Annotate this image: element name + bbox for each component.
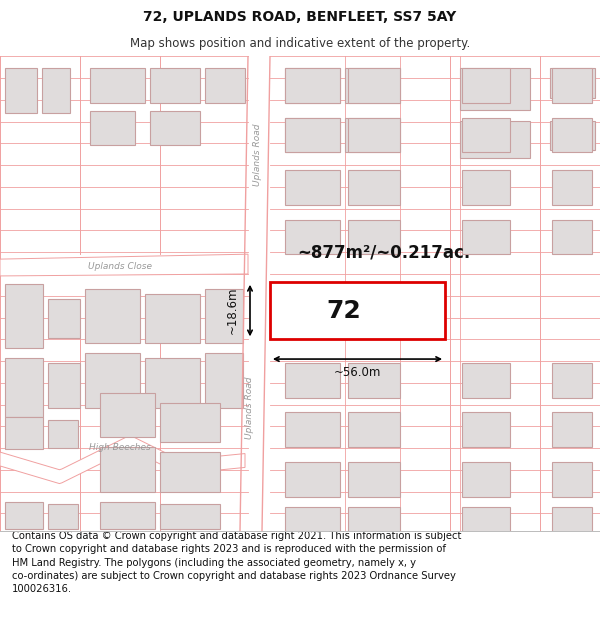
Bar: [150, 68, 200, 102]
Bar: [348, 170, 400, 205]
Bar: [145, 358, 200, 408]
Bar: [462, 462, 510, 497]
Bar: [85, 289, 140, 343]
Bar: [552, 118, 592, 152]
Bar: [285, 506, 340, 541]
Bar: [48, 421, 78, 448]
Bar: [552, 170, 592, 205]
Bar: [462, 363, 510, 398]
Bar: [285, 170, 340, 205]
Bar: [345, 68, 400, 102]
Text: 72: 72: [326, 299, 361, 322]
Text: ~56.0m: ~56.0m: [334, 366, 381, 379]
Text: Uplands Road: Uplands Road: [245, 376, 254, 439]
Bar: [90, 111, 135, 145]
Bar: [285, 219, 340, 254]
Bar: [285, 68, 340, 102]
Bar: [348, 68, 400, 102]
Text: ~18.6m: ~18.6m: [226, 287, 239, 334]
Polygon shape: [240, 56, 270, 531]
Bar: [552, 363, 592, 398]
Bar: [48, 504, 78, 529]
Bar: [205, 289, 243, 343]
Bar: [348, 412, 400, 447]
Bar: [462, 118, 510, 152]
Polygon shape: [0, 254, 248, 276]
Text: Contains OS data © Crown copyright and database right 2021. This information is : Contains OS data © Crown copyright and d…: [12, 531, 461, 594]
Bar: [552, 68, 592, 102]
Bar: [48, 299, 80, 338]
Bar: [100, 392, 155, 438]
Bar: [48, 363, 80, 408]
Bar: [550, 121, 595, 150]
Bar: [160, 452, 220, 492]
Bar: [205, 353, 243, 408]
Text: ~877m²/~0.217ac.: ~877m²/~0.217ac.: [297, 243, 470, 261]
Bar: [348, 363, 400, 398]
Text: High Beeches: High Beeches: [89, 442, 151, 452]
Bar: [460, 121, 530, 158]
Bar: [85, 353, 140, 408]
Bar: [348, 219, 400, 254]
Bar: [552, 506, 592, 541]
Bar: [348, 462, 400, 497]
Bar: [462, 68, 510, 102]
Bar: [550, 68, 595, 98]
Bar: [285, 118, 340, 152]
Bar: [462, 506, 510, 541]
Bar: [285, 462, 340, 497]
Bar: [205, 68, 245, 102]
Bar: [348, 506, 400, 541]
Bar: [552, 219, 592, 254]
Bar: [90, 68, 145, 102]
Bar: [160, 504, 220, 529]
Bar: [160, 402, 220, 442]
Bar: [5, 418, 43, 449]
Text: Map shows position and indicative extent of the property.: Map shows position and indicative extent…: [130, 38, 470, 51]
Bar: [150, 111, 200, 145]
Text: 72, UPLANDS ROAD, BENFLEET, SS7 5AY: 72, UPLANDS ROAD, BENFLEET, SS7 5AY: [143, 10, 457, 24]
Polygon shape: [0, 436, 245, 484]
Bar: [5, 501, 43, 529]
Bar: [462, 219, 510, 254]
Bar: [285, 118, 340, 152]
Text: Uplands Close: Uplands Close: [88, 261, 152, 271]
Bar: [270, 282, 445, 339]
Bar: [5, 68, 37, 112]
Bar: [285, 68, 340, 102]
Bar: [460, 68, 530, 110]
Bar: [100, 501, 155, 529]
Bar: [462, 170, 510, 205]
Bar: [552, 412, 592, 447]
Bar: [5, 284, 43, 348]
Bar: [285, 363, 340, 398]
Bar: [348, 118, 400, 152]
Bar: [5, 358, 43, 418]
Bar: [345, 118, 400, 152]
Bar: [42, 68, 70, 112]
Bar: [145, 294, 200, 343]
Text: Uplands Road: Uplands Road: [253, 124, 262, 186]
Bar: [285, 412, 340, 447]
Bar: [552, 462, 592, 497]
Bar: [100, 447, 155, 492]
Bar: [462, 412, 510, 447]
